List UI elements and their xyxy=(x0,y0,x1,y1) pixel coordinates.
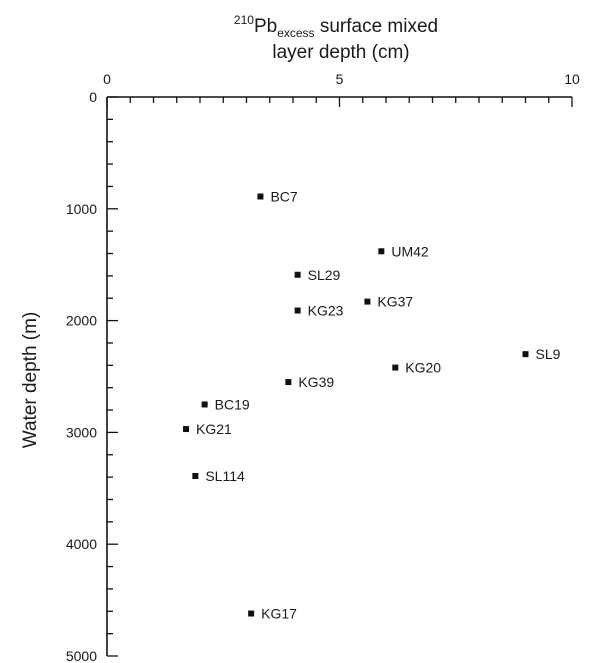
point-label: SL114 xyxy=(205,468,245,484)
data-point: KG37 xyxy=(364,294,413,310)
point-label: SL29 xyxy=(308,267,341,283)
point-marker xyxy=(192,473,199,480)
point-marker xyxy=(257,193,264,200)
data-point: UM42 xyxy=(378,243,429,259)
data-points: BC7 UM42 SL29 KG37 KG23 SL9 KG20 KG39 BC19 KG21 SL… xyxy=(183,189,561,622)
title-element: Pb xyxy=(254,16,277,37)
point-marker xyxy=(294,307,301,314)
point-label: SL9 xyxy=(536,346,561,362)
y-axis-label: Water depth (m) xyxy=(20,312,41,449)
point-label: UM42 xyxy=(391,243,429,259)
title-superscript: 210 xyxy=(234,13,254,27)
data-point: SL114 xyxy=(192,468,245,484)
point-label: BC7 xyxy=(270,189,297,205)
data-point: KG39 xyxy=(285,374,334,390)
y-tick-label: 5000 xyxy=(66,648,97,663)
x-axis-ticks: 0 5 10 xyxy=(103,71,580,107)
x-tick-label: 5 xyxy=(336,71,344,87)
point-marker xyxy=(392,364,399,371)
point-marker xyxy=(522,351,529,358)
data-point: KG21 xyxy=(183,421,232,437)
y-tick-label: 3000 xyxy=(66,424,97,440)
point-label: KG20 xyxy=(405,360,441,376)
y-tick-label: 4000 xyxy=(66,536,97,552)
data-point: SL9 xyxy=(522,346,561,362)
data-point: SL29 xyxy=(294,267,341,283)
x-tick-label: 0 xyxy=(103,71,111,87)
chart-title-line-1: 210Pbexcess surface mixed xyxy=(234,13,438,40)
point-label: KG37 xyxy=(377,294,413,310)
data-point: KG17 xyxy=(248,606,297,622)
point-marker xyxy=(183,426,190,433)
x-tick-label: 10 xyxy=(564,71,580,87)
point-marker xyxy=(285,379,292,386)
point-label: KG23 xyxy=(308,303,344,319)
y-tick-label: 1000 xyxy=(66,201,97,217)
point-marker xyxy=(378,248,385,255)
y-tick-label: 0 xyxy=(89,89,97,105)
data-point: BC19 xyxy=(201,396,250,412)
data-point: KG20 xyxy=(392,360,441,376)
point-marker xyxy=(294,271,301,278)
point-marker xyxy=(201,401,208,408)
title-subscript: excess xyxy=(277,26,314,40)
data-point: KG23 xyxy=(294,303,344,319)
point-label: KG39 xyxy=(298,374,334,390)
point-label: BC19 xyxy=(215,396,250,412)
y-axis-ticks: 0 1000 2000 3000 4000 5000 xyxy=(66,89,118,663)
point-label: KG17 xyxy=(261,606,297,622)
data-point: BC7 xyxy=(257,189,298,205)
y-tick-label: 2000 xyxy=(66,313,97,329)
point-marker xyxy=(364,298,371,305)
axes xyxy=(106,96,572,656)
point-marker xyxy=(248,610,255,617)
point-label: KG21 xyxy=(196,421,232,437)
title-rest: surface mixed xyxy=(315,16,439,37)
chart-title-line-2: layer depth (cm) xyxy=(272,42,409,63)
